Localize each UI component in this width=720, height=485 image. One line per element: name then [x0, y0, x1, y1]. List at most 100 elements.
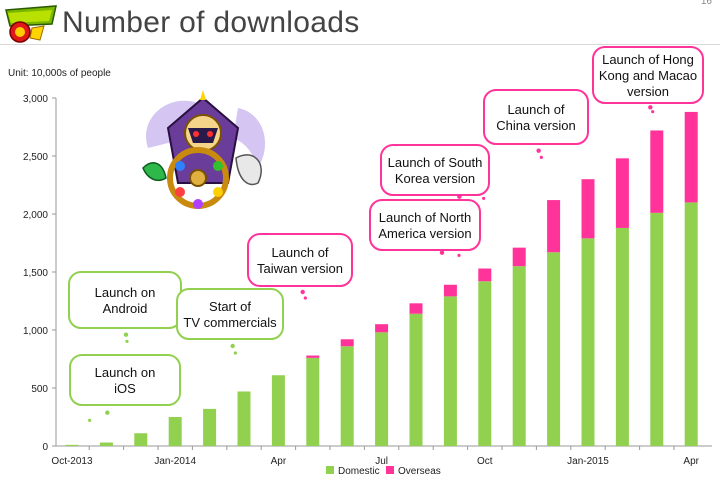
bar-overseas-oct-2014: [478, 268, 492, 282]
callout-tail: [105, 410, 110, 415]
callout-text: Start of TV commercials: [183, 299, 277, 330]
bar-domestic-may-2014: [306, 357, 320, 446]
bar-domestic-nov-2014: [512, 266, 526, 446]
callout-frame: [69, 354, 181, 406]
bar-overseas-apr-2015: [684, 111, 698, 203]
bar-overseas-mar-2015: [650, 130, 664, 213]
callout-box: Start of TV commercials: [176, 288, 284, 355]
callout-tail: [457, 194, 462, 199]
callout-box: Launch of Taiwan version: [247, 233, 353, 300]
bar-domestic-dec-2014: [547, 252, 561, 446]
bar-domestic-sep-2014: [443, 296, 457, 446]
callout-text: Launch of North America version: [378, 210, 471, 241]
callout-frame: [68, 271, 182, 329]
x-tick-label: Jan-2014: [154, 456, 196, 467]
callout-box: Launch on iOS: [69, 354, 181, 422]
page-number: 16: [700, 0, 712, 7]
x-tick-label: Oct: [477, 456, 493, 467]
callout-frame: [369, 199, 481, 251]
bar-domestic-jun-2014: [340, 346, 354, 446]
callout-tail: [457, 253, 461, 257]
page-title: Number of downloads: [62, 6, 360, 39]
callout-frame: [592, 46, 704, 104]
bar-overseas-aug-2014: [409, 303, 423, 314]
legend-label-overseas: Overseas: [398, 466, 441, 477]
bar-domestic-mar-2014: [237, 391, 251, 446]
x-tick-label: Apr: [683, 456, 699, 467]
callout-box: Launch of Hong Kong and Macao version: [592, 46, 704, 114]
callout-box: Launch of South Korea version: [380, 144, 490, 200]
x-axis-ticks: Oct-2013 Jan-2014 Apr Jul Oct Jan-2015 Apr: [51, 446, 700, 467]
callout-tail: [303, 296, 307, 300]
callout-frame: [247, 233, 353, 287]
legend-swatch-domestic: [326, 466, 334, 474]
callout-tail: [88, 418, 92, 422]
x-tick-label: Apr: [271, 456, 287, 467]
bar-overseas-jul-2014: [375, 324, 389, 333]
bar-domestic-oct-2014: [478, 281, 492, 446]
callout-text: Launch of Taiwan version: [257, 245, 343, 276]
y-tick-label: 2,000: [23, 210, 48, 221]
bar-domestic-feb-2014: [203, 408, 217, 446]
y-tick-label: 500: [31, 384, 48, 395]
bar-overseas-feb-2015: [615, 158, 629, 228]
callout-tail: [123, 332, 129, 337]
y-tick-label: 3,000: [23, 94, 48, 105]
bar-overseas-dec-2014: [547, 200, 561, 253]
callouts: Launch on iOS Launch on Android Start of TV c…: [68, 46, 704, 422]
bar-overseas-nov-2014: [512, 247, 526, 267]
bar-domestic-nov-2013: [99, 442, 113, 446]
callout-tail: [230, 343, 235, 349]
x-tick-label: Jan-2015: [567, 456, 609, 467]
y-axis-ticks: 0 500 1,000 1,500 2,000 2,500 3,000: [23, 94, 56, 453]
legend-label-domestic: Domestic: [338, 466, 380, 477]
callout-text: Launch on Android: [95, 285, 156, 316]
callout-tail: [536, 148, 541, 153]
game-logo-icon: [5, 5, 57, 43]
callout-frame: [483, 89, 589, 145]
callout-tail: [539, 155, 543, 159]
bar-domestic-jan-2014: [168, 417, 182, 446]
y-tick-label: 1,000: [23, 326, 48, 337]
bar-domestic-apr-2014: [271, 375, 285, 446]
callout-text: Launch of Hong Kong and Macao version: [599, 52, 697, 99]
bar-domestic-mar-2015: [650, 212, 664, 446]
bar-domestic-jan-2015: [581, 238, 595, 446]
callout-tail: [300, 289, 305, 295]
bar-domestic-jul-2014: [375, 332, 389, 446]
x-tick-label: Jul: [375, 456, 388, 467]
legend-swatch-overseas: [386, 466, 394, 474]
callout-tail: [233, 351, 237, 355]
callout-frame: [380, 144, 490, 196]
bar-domestic-aug-2014: [409, 313, 423, 446]
y-tick-label: 1,500: [23, 268, 48, 279]
legend: Domestic Overseas: [326, 466, 441, 477]
bars: [65, 111, 698, 446]
x-tick-label: Oct-2013: [51, 456, 93, 467]
callout-tail: [482, 196, 486, 200]
callout-text: Launch of China version: [496, 102, 576, 133]
callout-box: Launch of North America version: [369, 199, 481, 257]
callout-box: Launch on Android: [68, 271, 182, 343]
bar-domestic-oct-2013: [65, 444, 79, 446]
bar-domestic-apr-2015: [684, 202, 698, 446]
callout-tail: [125, 339, 129, 343]
bar-domestic-feb-2015: [615, 227, 629, 446]
callout-box: Launch of China version: [483, 89, 589, 159]
callout-tail: [651, 110, 655, 114]
y-tick-label: 2,500: [23, 152, 48, 163]
y-tick-label: 0: [42, 442, 48, 453]
bar-overseas-jan-2015: [581, 179, 595, 239]
callout-tail: [439, 250, 445, 255]
callout-text: Launch on iOS: [95, 365, 156, 396]
title-divider: [0, 44, 720, 45]
callout-frame: [176, 288, 284, 340]
callout-text: Launch of South Korea version: [388, 155, 483, 186]
bar-domestic-dec-2013: [134, 433, 148, 446]
bar-overseas-sep-2014: [443, 284, 457, 297]
bar-overseas-may-2014: [306, 355, 320, 358]
bar-overseas-jun-2014: [340, 339, 354, 347]
unit-label: Unit: 10,000s of people: [8, 68, 111, 79]
